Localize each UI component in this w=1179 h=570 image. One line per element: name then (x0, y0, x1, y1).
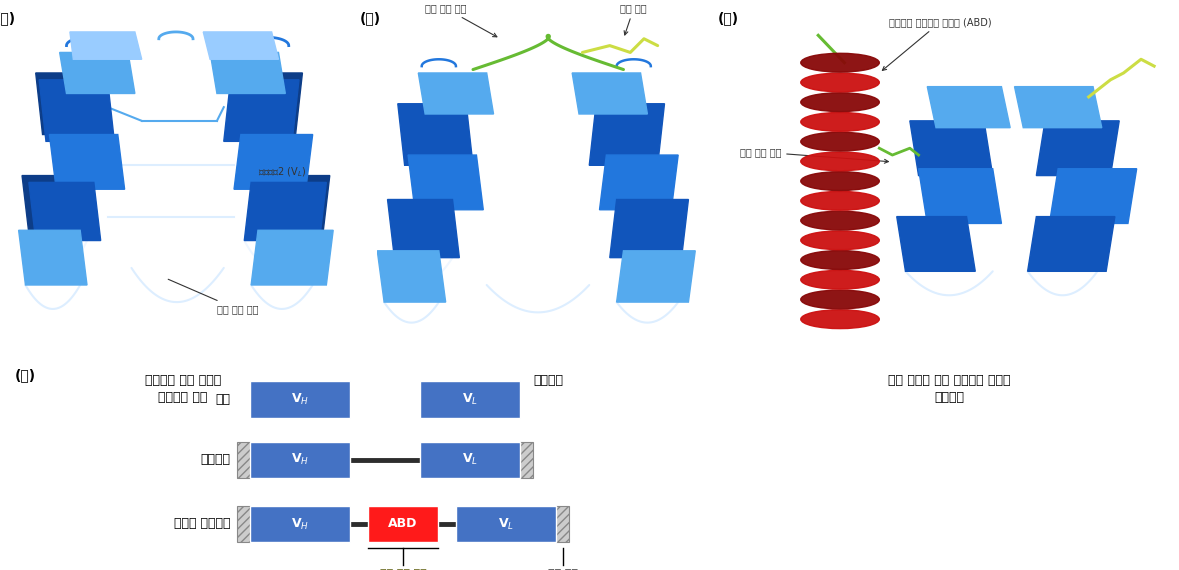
Text: 내부 연결 부위: 내부 연결 부위 (380, 569, 427, 570)
Polygon shape (203, 32, 278, 59)
Polygon shape (897, 217, 975, 271)
Polygon shape (927, 87, 1010, 128)
Ellipse shape (801, 310, 880, 328)
Polygon shape (388, 200, 460, 258)
Text: ABD: ABD (388, 518, 417, 531)
Polygon shape (210, 52, 285, 93)
Polygon shape (397, 104, 473, 165)
Bar (420, 381, 520, 418)
Bar (556, 506, 569, 542)
Text: V$_H$: V$_H$ (291, 452, 309, 467)
Ellipse shape (801, 93, 880, 112)
Polygon shape (408, 155, 483, 210)
Bar (250, 381, 350, 418)
Ellipse shape (801, 152, 880, 171)
Text: 말단 영역: 말단 영역 (547, 569, 578, 570)
Text: 내부 연결 부위: 내부 연결 부위 (739, 147, 889, 163)
Polygon shape (910, 121, 993, 176)
Text: 항체조각: 항체조각 (533, 374, 564, 387)
Polygon shape (377, 251, 446, 302)
Polygon shape (244, 182, 327, 241)
Text: 말단 영역: 말단 영역 (620, 3, 647, 35)
Ellipse shape (801, 132, 880, 151)
Text: (다): (다) (718, 11, 739, 26)
Polygon shape (1036, 121, 1119, 176)
Text: 내부 연결 부위: 내부 연결 부위 (424, 3, 496, 37)
Text: 항원 결합 영역: 항원 결합 영역 (169, 279, 258, 315)
Bar (420, 442, 520, 478)
Bar (237, 442, 250, 478)
Polygon shape (19, 230, 87, 285)
Polygon shape (599, 155, 678, 210)
Ellipse shape (801, 251, 880, 270)
Polygon shape (50, 135, 125, 189)
Bar (456, 506, 556, 542)
Text: V$_L$: V$_L$ (462, 452, 477, 467)
Polygon shape (228, 73, 302, 135)
Bar (250, 506, 350, 542)
Text: 항체조각: 항체조각 (200, 453, 230, 466)
Polygon shape (1028, 217, 1115, 271)
Text: 항체: 항체 (215, 393, 230, 406)
Ellipse shape (801, 73, 880, 92)
Ellipse shape (801, 192, 880, 210)
Polygon shape (610, 200, 689, 258)
Text: V$_H$: V$_H$ (291, 516, 309, 532)
Polygon shape (617, 251, 696, 302)
Ellipse shape (801, 290, 880, 309)
Ellipse shape (801, 270, 880, 289)
Bar (368, 506, 439, 542)
Polygon shape (60, 52, 134, 93)
Text: (가): (가) (0, 11, 15, 26)
Text: (라): (라) (15, 369, 37, 382)
Ellipse shape (801, 112, 880, 131)
Text: 항체에서 외부 물질과
결합하는 부분: 항체에서 외부 물질과 결합하는 부분 (145, 374, 220, 404)
Ellipse shape (801, 211, 880, 230)
Polygon shape (28, 182, 100, 241)
Bar (250, 442, 350, 478)
Text: 체내 지속성 연장 단백질을 삽입한
항체조각: 체내 지속성 연장 단백질을 삽입한 항체조각 (888, 374, 1010, 404)
Ellipse shape (801, 172, 880, 190)
Polygon shape (233, 135, 312, 189)
Text: (나): (나) (361, 11, 381, 26)
Polygon shape (39, 80, 114, 141)
Text: V$_H$: V$_H$ (291, 392, 309, 407)
Polygon shape (251, 230, 334, 285)
Polygon shape (419, 73, 494, 114)
Text: 개발된 항체조각: 개발된 항체조각 (173, 518, 230, 531)
Polygon shape (572, 73, 647, 114)
Bar (520, 442, 533, 478)
Polygon shape (35, 73, 107, 135)
Polygon shape (70, 32, 141, 59)
Text: 항체사슬2 (V$_L$): 항체사슬2 (V$_L$) (258, 166, 307, 180)
Polygon shape (248, 176, 330, 234)
Ellipse shape (801, 231, 880, 250)
Ellipse shape (801, 54, 880, 72)
Text: V$_L$: V$_L$ (462, 392, 477, 407)
Text: V$_L$: V$_L$ (498, 516, 514, 532)
Polygon shape (22, 176, 94, 234)
Polygon shape (1049, 169, 1137, 223)
Text: 알부민과 결합하는 단백질 (ABD): 알부민과 결합하는 단백질 (ABD) (882, 17, 992, 70)
Polygon shape (224, 80, 299, 141)
Polygon shape (1014, 87, 1102, 128)
Bar (237, 506, 250, 542)
Polygon shape (918, 169, 1001, 223)
Polygon shape (590, 104, 665, 165)
